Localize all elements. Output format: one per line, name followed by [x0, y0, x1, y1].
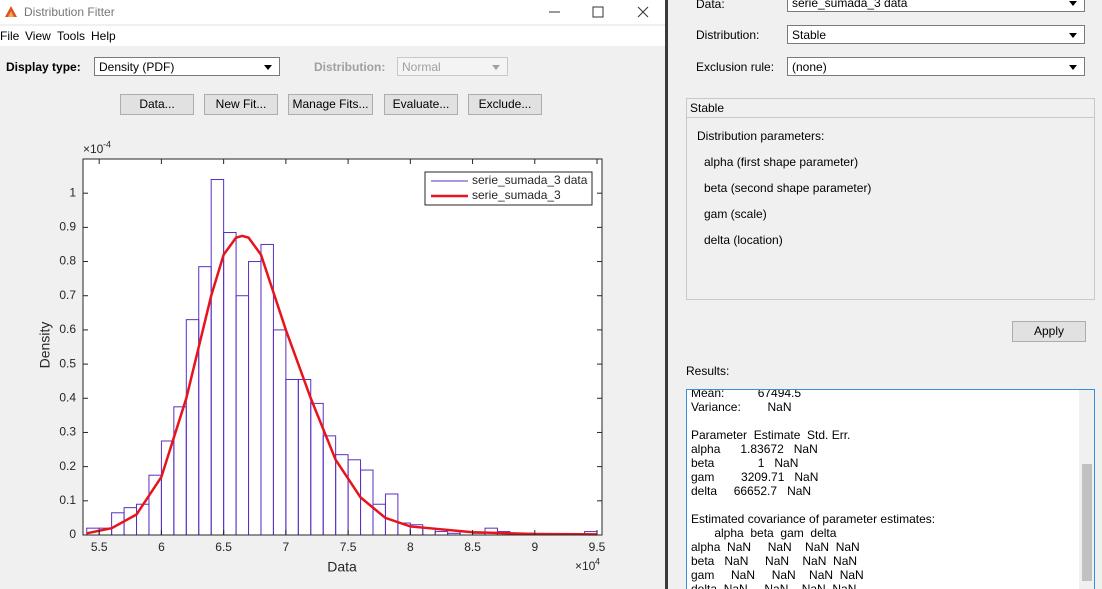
y-tick-label: 0.3: [59, 425, 76, 439]
distribution-label: Distribution:: [696, 28, 760, 42]
display-type-select[interactable]: Density (PDF): [94, 57, 280, 76]
legend-box: [424, 171, 593, 206]
y-tick-label: 0.5: [59, 356, 76, 370]
y-tick-label: 0: [69, 527, 76, 541]
window-controls[interactable]: [545, 4, 655, 20]
menu-item[interactable]: File: [0, 29, 20, 43]
x-tick-label: 7: [283, 540, 290, 554]
result-line: Estimated covariance of parameter estima…: [691, 512, 936, 526]
menu-item[interactable]: Tools: [57, 29, 86, 43]
x-tick-label: 6: [158, 540, 165, 554]
result-line: beta NaN NaN NaN NaN: [691, 554, 858, 568]
window-edge: [665, 0, 668, 589]
group-title: Stable: [690, 101, 725, 115]
result-line: Variance: NaN: [691, 400, 792, 414]
result-line: alpha beta gam delta: [691, 526, 837, 540]
result-line: alpha NaN NaN NaN NaN: [691, 540, 860, 554]
window-title: Distribution Fitter: [24, 5, 115, 19]
scrollbar[interactable]: [1079, 390, 1094, 589]
y-tick-label: 0.1: [59, 493, 76, 507]
parameter: beta (second shape parameter): [704, 181, 872, 195]
y-tick-label: 0.4: [59, 390, 76, 404]
results-label: Results:: [686, 364, 730, 378]
result-line: alpha 1.83672 NaN: [691, 442, 818, 456]
legend-label: serie_sumada_3 data: [472, 173, 588, 187]
title-bar: Distribution Fitter: [0, 0, 665, 24]
toolbar-button[interactable]: Data...: [120, 94, 194, 115]
x-tick-label: 9.5: [589, 540, 606, 554]
group-header: [687, 99, 1094, 118]
y-tick-label: 0.8: [59, 254, 76, 268]
menu-bar: File View Tools Help: [0, 26, 665, 46]
y-multiplier-exponent: -4: [103, 139, 111, 149]
axes-box: [82, 158, 603, 536]
legend-label: serie_sumada_3: [472, 188, 561, 202]
x-tick-label: 7.5: [340, 540, 357, 554]
result-line: Parameter Estimate Std. Err.: [691, 428, 851, 442]
y-tick-label: 0.2: [59, 459, 76, 473]
parameter-group: Stable Distribution parameters: alpha (f…: [686, 98, 1095, 300]
apply-button[interactable]: Apply: [1012, 321, 1086, 342]
x-tick-label: 9: [531, 540, 538, 554]
fitter-window: Distribution Fitter File View Tools Help Di…: [0, 0, 665, 575]
exclusion-select[interactable]: (none): [787, 57, 1085, 76]
toolbar-button[interactable]: Manage Fits...: [288, 94, 373, 115]
toolbar-button[interactable]: Exclude...: [468, 94, 542, 115]
distribution-select: Normal: [397, 57, 508, 76]
distribution-label: Distribution:: [314, 60, 386, 74]
result-line: Mean: 67494.5: [691, 389, 802, 400]
y-axis-title: Density: [37, 322, 53, 369]
x-tick-label: 5.5: [91, 540, 108, 554]
menu-item[interactable]: View: [25, 29, 51, 43]
result-line: [691, 414, 935, 428]
x-tick-label: 8.5: [464, 540, 481, 554]
x-multiplier-exponent: 4: [595, 556, 600, 566]
y-multiplier: ×10: [83, 142, 104, 156]
fit-curve: [86, 234, 598, 536]
menu-item[interactable]: Help: [91, 29, 116, 43]
y-tick-label: 0.9: [59, 220, 76, 234]
display-type-label: Display type:: [6, 60, 81, 74]
data-select[interactable]: serie_sumada_3 data: [787, 0, 1085, 12]
result-line: beta 1 NaN: [691, 456, 799, 470]
toolbar-button[interactable]: New Fit...: [204, 94, 278, 115]
result-line: gam NaN NaN NaN NaN: [691, 568, 864, 582]
x-tick-label: 8: [407, 540, 414, 554]
x-multiplier: ×10: [575, 559, 596, 573]
y-tick-label: 0.6: [59, 322, 76, 336]
y-tick-label: 1: [69, 185, 76, 199]
data-label: Data:: [696, 0, 725, 11]
result-line: delta 66652.7 NaN: [691, 484, 812, 498]
distribution-select[interactable]: Stable: [787, 25, 1085, 44]
toolbar-button[interactable]: Evaluate...: [384, 94, 458, 115]
x-tick-label: 6.5: [215, 540, 232, 554]
results-box[interactable]: Mean: 67494.5 Variance: NaN Parameter Est…: [686, 389, 1095, 589]
parameter: gam (scale): [704, 207, 767, 221]
x-axis-title: Data: [327, 559, 357, 575]
app-icon: [5, 6, 17, 17]
scroll-thumb[interactable]: [1082, 464, 1092, 581]
result-line: [691, 498, 935, 512]
result-line: gam 3209.71 NaN: [691, 470, 819, 484]
parameter: alpha (first shape parameter): [704, 155, 859, 169]
parameters-label: Distribution parameters:: [697, 129, 825, 143]
parameter: delta (location): [704, 233, 783, 247]
chart: Data Density ×10 -4 ×10 4 5.5 6 6.5 7 7.5 8 8.…: [37, 139, 606, 575]
result-line: delta NaN NaN NaN NaN: [691, 582, 857, 589]
results-text: Mean: 67494.5 Variance: NaN Parameter Est…: [691, 389, 936, 589]
fit-panel: Data: serie_sumada_3 data Distribution: …: [668, 0, 1102, 589]
y-tick-label: 0.7: [59, 288, 76, 302]
exclusion-label: Exclusion rule:: [696, 60, 775, 74]
